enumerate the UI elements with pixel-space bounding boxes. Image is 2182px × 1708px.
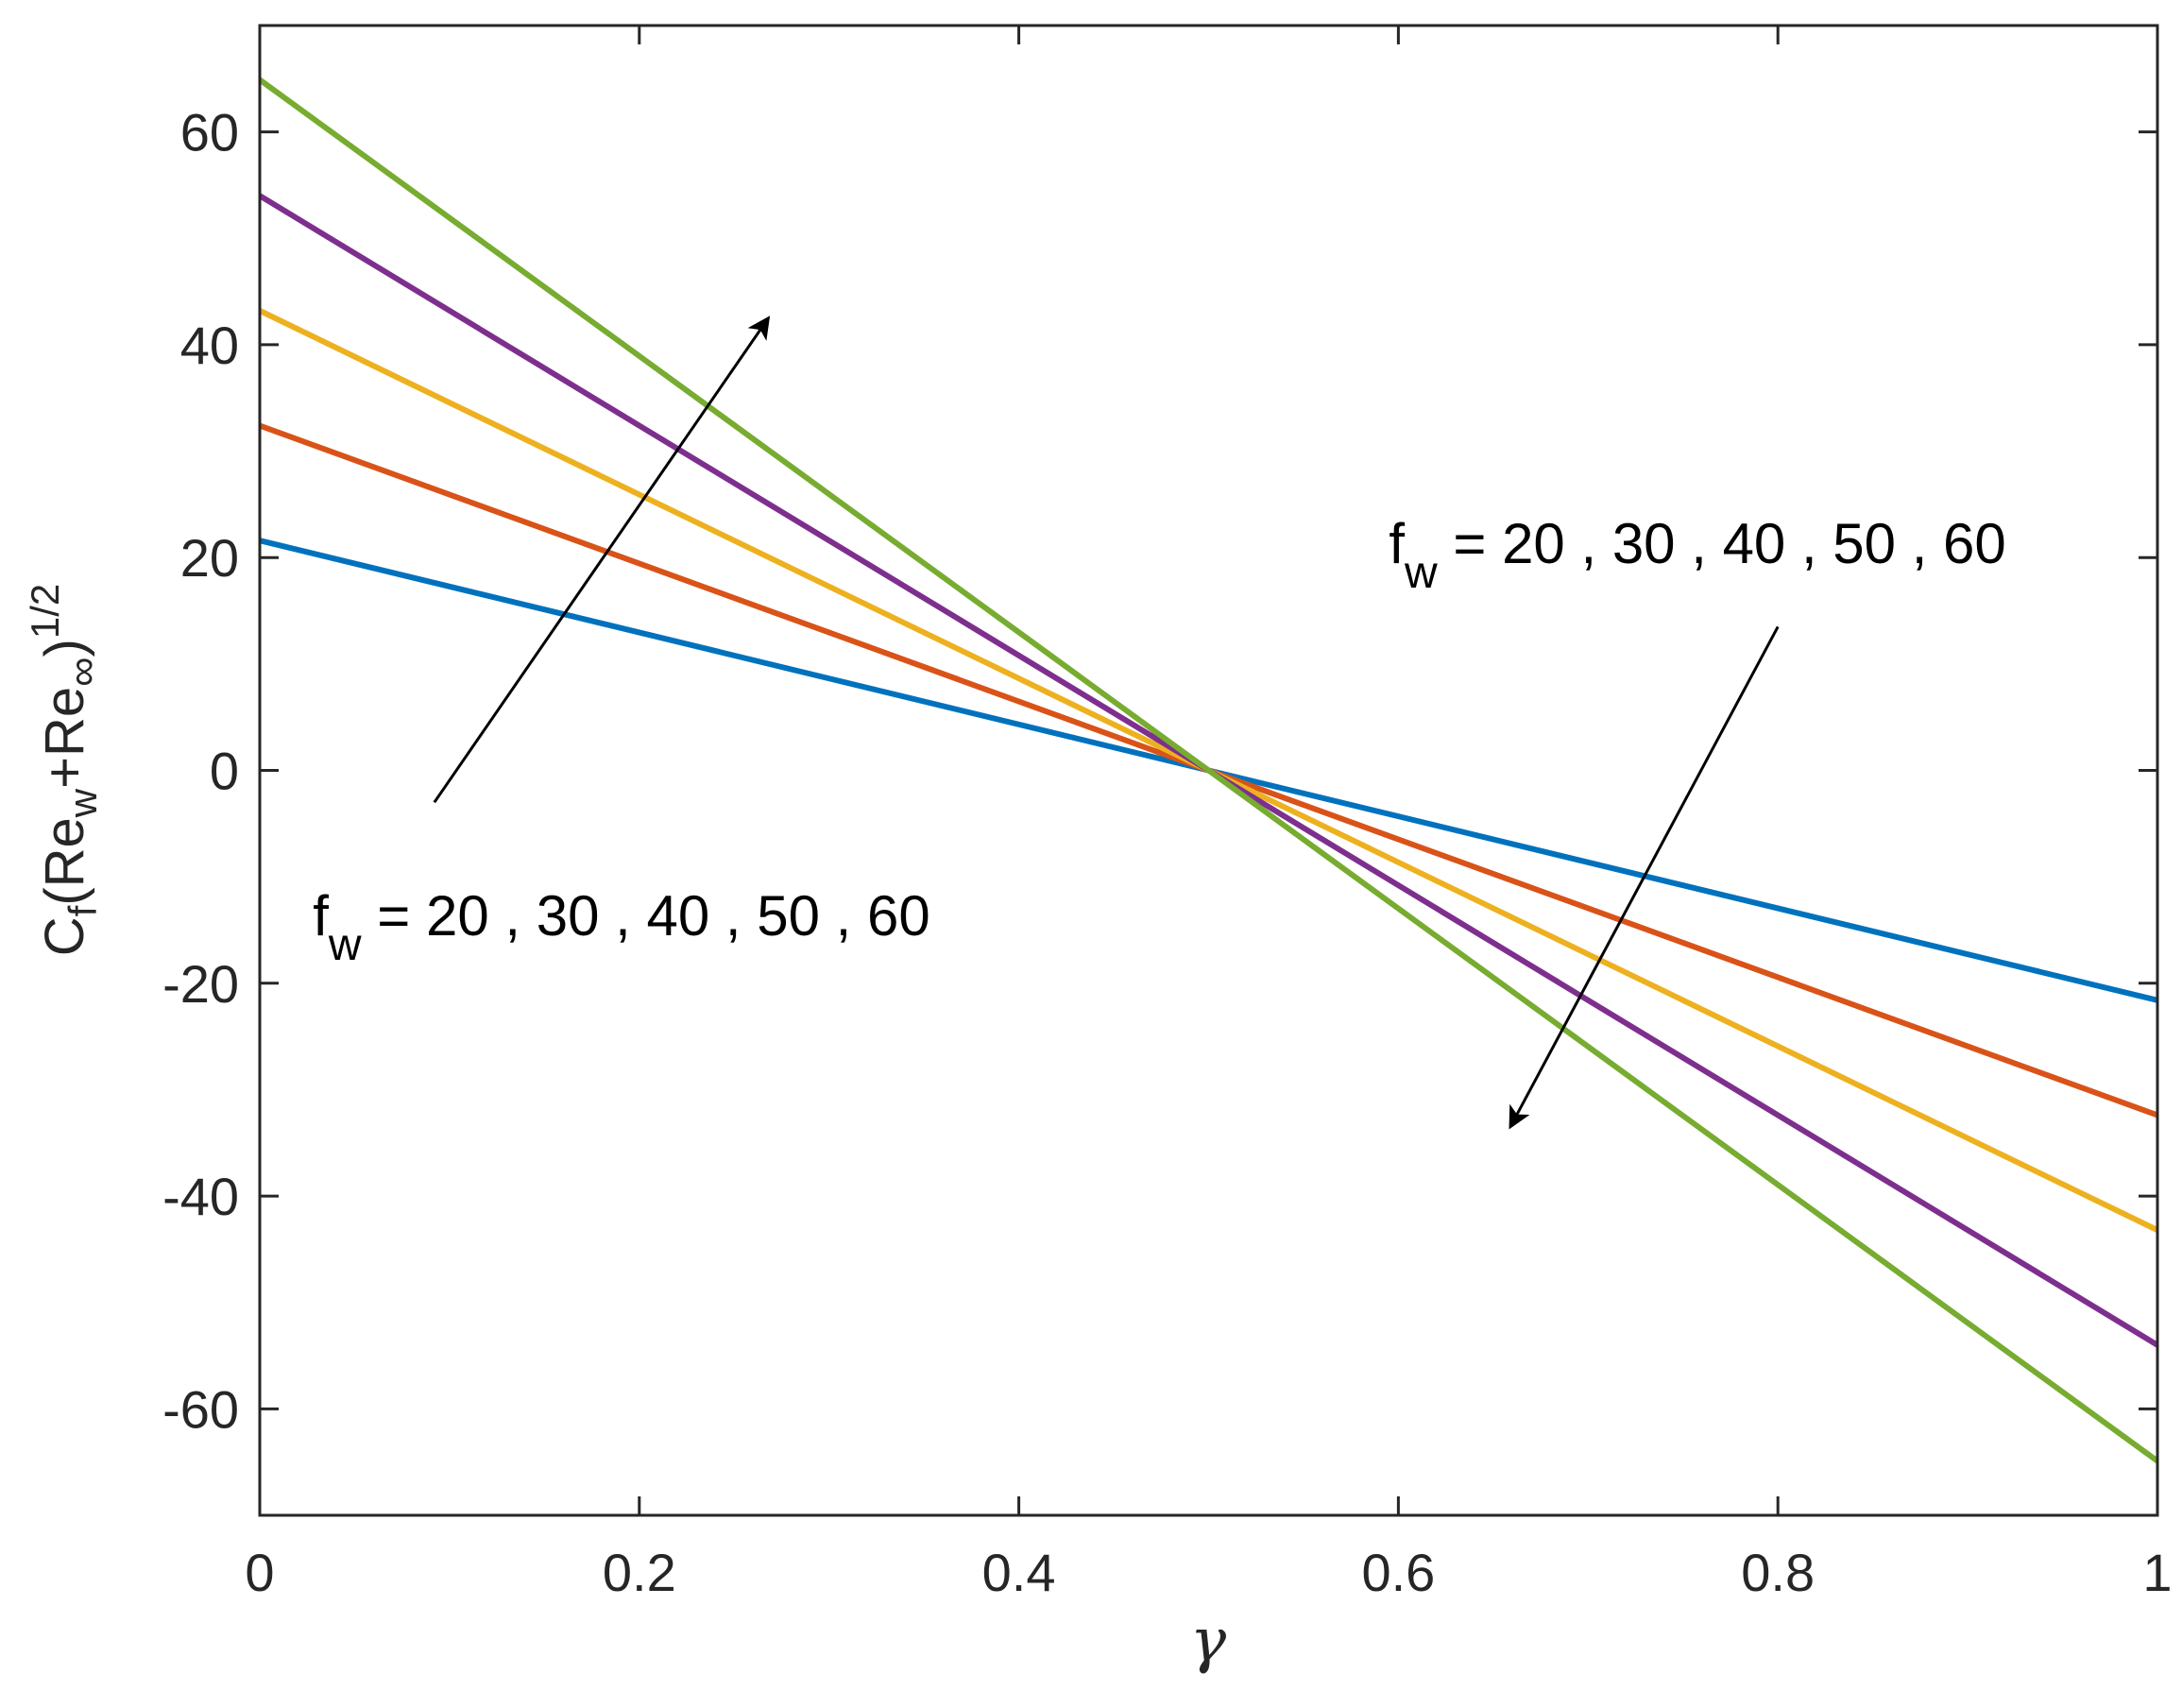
tick-layer: 0 0.2 0.4 0.6 0.8 1 -60 -40 -20 0 20 40 60: [162, 26, 2173, 1602]
x-tick-label: 0.2: [603, 1543, 676, 1602]
annotation-layer: fw = 20 , 30 , 40 , 50 , 60 fw = 20 , 30 …: [313, 316, 2006, 1130]
y-tick-label: 60: [180, 103, 239, 162]
y-tick-label: -60: [162, 1379, 239, 1439]
x-tick-label: 0.6: [1361, 1543, 1435, 1602]
plot-frame: [258, 24, 2159, 1517]
x-tick-label: 0.8: [1741, 1543, 1815, 1602]
x-axis-label: γ: [1190, 1606, 1227, 1676]
y-tick-label: -40: [162, 1167, 239, 1226]
y-tick-label: -20: [162, 954, 239, 1014]
x-tick-label: 0: [245, 1543, 274, 1602]
y-tick-label: 40: [180, 316, 239, 375]
series-line-5: [258, 77, 2159, 1463]
annotation-right-arrow: [1509, 625, 1780, 1130]
annotation-left-text: fw = 20 , 30 , 40 , 50 , 60: [313, 884, 929, 970]
svg-text:Cf(Rew+Re∞)1/2: Cf(Rew+Re∞)1/2: [23, 584, 106, 956]
annotation-left-arrow: [433, 316, 771, 804]
annotation-right-text: fw = 20 , 30 , 40 , 50 , 60: [1389, 512, 2005, 598]
x-tick-label: 1: [2142, 1543, 2172, 1602]
series-layer: [258, 77, 2159, 1463]
y-tick-label: 20: [180, 528, 239, 588]
y-axis-label: Cf(Rew+Re∞)1/2: [23, 584, 106, 956]
y-tick-label: 0: [210, 742, 239, 801]
x-tick-label: 0.4: [982, 1543, 1056, 1602]
